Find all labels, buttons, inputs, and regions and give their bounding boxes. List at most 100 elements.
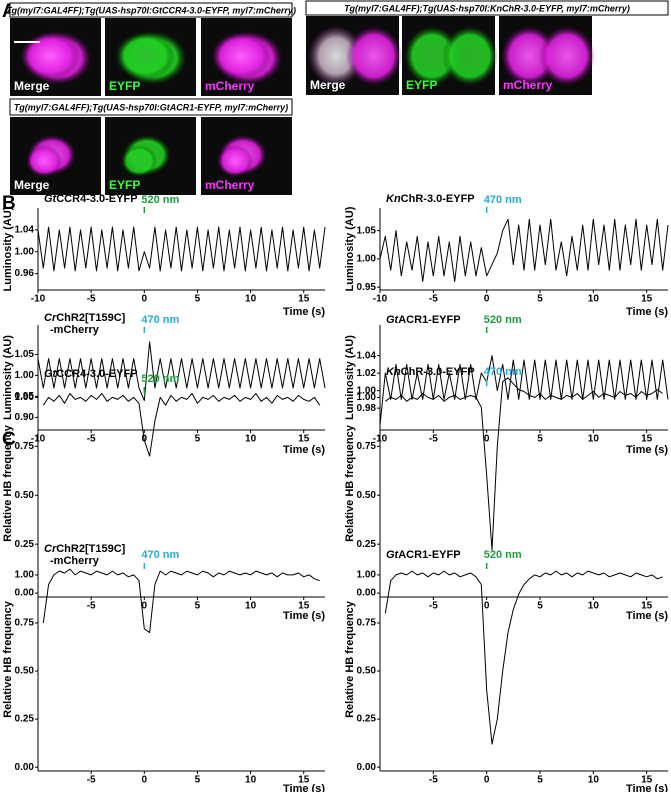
- x-tick-label: 5: [195, 775, 201, 786]
- y-axis-label: Luminosity (AU): [2, 335, 14, 420]
- x-tick-label: 0: [142, 601, 148, 612]
- x-tick-label: -5: [429, 294, 438, 305]
- stimulus-label: 520 nm: [141, 373, 179, 385]
- channel-label: Merge: [14, 178, 50, 192]
- title-prefix: Cr: [44, 312, 57, 324]
- x-axis-label: Time (s): [283, 783, 325, 792]
- tissue: [442, 26, 498, 86]
- y-tick-label: 0.00: [357, 588, 377, 599]
- title-main: ChR2[T159C]: [56, 312, 125, 324]
- x-axis-label: Time (s): [283, 444, 325, 456]
- y-axis-label: Luminosity (AU): [2, 206, 14, 291]
- chart-title: CrChR2[T159C]: [44, 543, 126, 555]
- trace: [385, 377, 663, 551]
- title-main: ChR-3.0-EYFP: [401, 193, 475, 205]
- tissue: [346, 26, 402, 86]
- title-main: CCR4-3.0-EYFP: [56, 368, 137, 380]
- y-tick-label: 0.90: [15, 412, 35, 423]
- stimulus-label: 520 nm: [141, 194, 179, 206]
- x-tick-label: 10: [245, 434, 257, 445]
- image-caption: Tg(myl7:GAL4FF);Tg(UAS-hsp70l:KnChR-3.0-…: [344, 3, 630, 13]
- y-tick-label: 1.04: [15, 225, 35, 236]
- channel-label: EYFP: [109, 178, 140, 192]
- trace: [37, 341, 326, 402]
- y-tick-label: 1.00: [15, 370, 35, 381]
- y-tick-label: 0.75: [15, 441, 35, 452]
- tissue: [26, 145, 62, 177]
- x-tick-label: 10: [588, 434, 600, 445]
- channel-label: Merge: [14, 79, 50, 93]
- tissue: [20, 32, 80, 80]
- channel-label: EYFP: [109, 79, 140, 93]
- y-axis-label: Relative HB frequency: [344, 424, 356, 542]
- stimulus-label: 470 nm: [141, 549, 179, 561]
- x-tick-label: -5: [87, 294, 96, 305]
- y-tick-label: 1.00: [357, 570, 377, 581]
- x-tick-label: -5: [429, 775, 438, 786]
- stimulus-label: 470 nm: [141, 314, 179, 326]
- trace: [42, 568, 320, 634]
- x-tick-label: -5: [429, 601, 438, 612]
- x-tick-label: 15: [298, 601, 310, 612]
- tissue: [121, 145, 157, 177]
- y-tick-label: 0.75: [15, 618, 35, 629]
- x-tick-label: -10: [31, 294, 46, 305]
- y-tick-label: 0.00: [15, 762, 35, 773]
- x-tick-label: 15: [298, 294, 310, 305]
- y-tick-label: 0.00: [15, 588, 35, 599]
- x-tick-label: 10: [588, 775, 600, 786]
- title-prefix: Cr: [44, 543, 57, 555]
- chart-title: KnChR-3.0-EYFP: [386, 366, 475, 378]
- x-tick-label: -5: [87, 434, 96, 445]
- x-tick-label: 10: [245, 601, 257, 612]
- image-caption: Tg(myl7:GAL4FF);Tg(UAS-hsp70l:GtCCR4-3.0…: [6, 5, 296, 15]
- x-axis-label: Time (s): [283, 306, 325, 318]
- x-tick-label: 10: [588, 294, 600, 305]
- channel-label: Merge: [310, 78, 346, 92]
- stimulus-label: 520 nm: [484, 549, 522, 561]
- title-main: ChR-3.0-EYFP: [401, 366, 475, 378]
- x-tick-label: 15: [641, 601, 653, 612]
- trace: [42, 393, 321, 457]
- x-axis-label: Time (s): [283, 610, 325, 622]
- y-axis-label: Relative HB frequency: [2, 424, 14, 542]
- caption-box: [305, 0, 669, 16]
- tissue: [115, 32, 175, 80]
- caption-box: [9, 2, 293, 18]
- x-tick-label: 5: [537, 775, 543, 786]
- y-tick-label: 1.00: [357, 385, 377, 396]
- x-axis-label: Time (s): [626, 610, 668, 622]
- y-tick-label: 0.98: [357, 403, 377, 414]
- x-tick-label: 5: [537, 601, 543, 612]
- y-tick-label: 1.00: [15, 392, 35, 403]
- title-main: CCR4-3.0-EYFP: [56, 193, 137, 205]
- trace: [37, 226, 326, 272]
- panel-label: C: [2, 429, 16, 450]
- y-tick-label: 1.00: [15, 570, 35, 581]
- x-tick-label: 15: [641, 434, 653, 445]
- chart-title: GtACR1-EYFP: [386, 549, 461, 561]
- y-tick-label: 0.25: [15, 539, 35, 550]
- y-axis-label: Luminosity (AU): [344, 335, 356, 420]
- y-tick-label: 0.25: [357, 539, 377, 550]
- channel-label: mCherry: [205, 79, 255, 93]
- y-tick-label: 1.05: [15, 349, 35, 360]
- title-main: ChR2[T159C]: [56, 543, 125, 555]
- stimulus-label: 470 nm: [484, 366, 522, 378]
- y-axis-label: Relative HB frequency: [344, 600, 356, 718]
- x-tick-label: 5: [195, 601, 201, 612]
- title-prefix: Kn: [386, 193, 401, 205]
- stimulus-label: 520 nm: [484, 314, 522, 326]
- x-tick-label: 5: [195, 294, 201, 305]
- tissue: [217, 145, 253, 177]
- x-axis-label: Time (s): [626, 306, 668, 318]
- y-axis-label: Luminosity (AU): [344, 206, 356, 291]
- x-tick-label: 0: [142, 775, 148, 786]
- x-tick-label: -10: [373, 294, 388, 305]
- chart-title: GtCCR4-3.0-EYFP: [44, 193, 138, 205]
- y-tick-label: 0.50: [357, 490, 377, 501]
- y-tick-label: 0.96: [15, 268, 35, 279]
- x-tick-label: 0: [142, 294, 148, 305]
- x-tick-label: 15: [298, 775, 310, 786]
- y-tick-label: 0.95: [357, 282, 377, 293]
